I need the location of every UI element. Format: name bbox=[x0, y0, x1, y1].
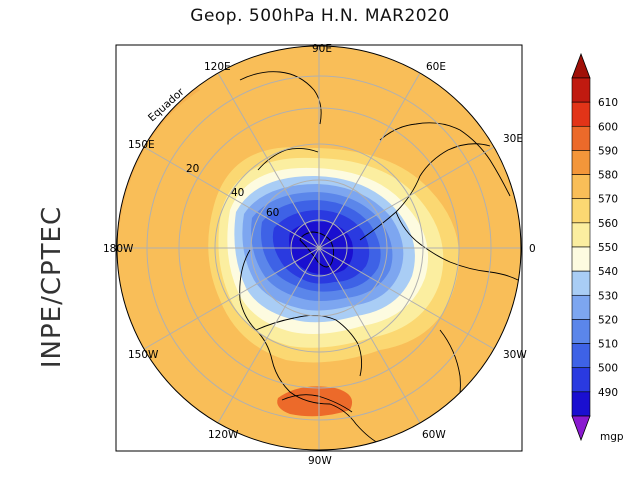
equator-circle bbox=[116, 45, 522, 451]
lon-label-150w: 150W bbox=[128, 349, 159, 361]
colorbar-swatch bbox=[571, 77, 591, 103]
colorbar-swatch bbox=[571, 101, 591, 127]
colorbar-swatch bbox=[571, 294, 591, 320]
colorbar: 490500510520530540550560570580590600610 … bbox=[571, 52, 624, 443]
colorbar-over-arrow bbox=[571, 52, 591, 79]
lon-label-90w: 90W bbox=[308, 455, 332, 467]
colorbar-swatch bbox=[571, 319, 591, 344]
lon-label-150e: 150E bbox=[128, 139, 155, 151]
colorbar-swatch bbox=[571, 125, 591, 151]
colorbar-swatch bbox=[571, 367, 591, 393]
lat-label-40: 40 bbox=[231, 187, 244, 199]
map-title: Geop. 500hPa H.N. MAR2020 bbox=[190, 6, 450, 26]
colorbar-swatch bbox=[571, 198, 591, 224]
colorbar-tick-label: 570 bbox=[598, 194, 618, 206]
lon-label-0: 0 bbox=[529, 243, 536, 255]
colorbar-under-arrow bbox=[571, 415, 591, 442]
colorbar-swatch bbox=[571, 246, 591, 272]
colorbar-tick-label: 500 bbox=[598, 363, 618, 375]
colorbar-tick-label: 520 bbox=[598, 314, 618, 326]
latitude-labels: 20 40 60 bbox=[186, 163, 279, 219]
lon-label-90e: 90E bbox=[312, 43, 332, 55]
lon-label-120e: 120E bbox=[204, 61, 231, 73]
colorbar-swatch bbox=[571, 270, 591, 296]
longitude-labels: 90E 60E 30E 0 30W 60W 90W 120W 150W 180W… bbox=[103, 43, 536, 467]
lon-label-180w: 180W bbox=[103, 243, 134, 255]
lat-label-60: 60 bbox=[266, 207, 279, 219]
colorbar-swatch bbox=[571, 174, 591, 200]
lon-label-60w: 60W bbox=[422, 429, 446, 441]
lon-label-30e: 30E bbox=[503, 133, 523, 145]
colorbar-tick-label: 580 bbox=[598, 170, 618, 182]
colorbar-swatch bbox=[571, 343, 591, 369]
colorbar-tick-label: 510 bbox=[598, 339, 618, 351]
colorbar-tick-label: 530 bbox=[598, 290, 618, 302]
colorbar-tick-label: 490 bbox=[598, 387, 618, 399]
colorbar-swatch bbox=[571, 391, 591, 417]
colorbar-tick-label: 550 bbox=[598, 242, 618, 254]
colorbar-unit: mgp bbox=[600, 431, 624, 443]
colorbar-tick-label: 590 bbox=[598, 145, 618, 157]
colorbar-swatch bbox=[571, 222, 591, 248]
graticule bbox=[117, 46, 521, 450]
lon-label-120w: 120W bbox=[208, 429, 239, 441]
colorbar-swatch bbox=[571, 150, 591, 175]
colorbar-tick-label: 610 bbox=[598, 97, 618, 109]
colorbar-tick-label: 540 bbox=[598, 266, 618, 278]
colorbar-tick-label: 560 bbox=[598, 218, 618, 230]
colorbar-tick-label: 600 bbox=[598, 121, 618, 133]
lon-label-60e: 60E bbox=[426, 61, 446, 73]
lon-label-30w: 30W bbox=[503, 349, 527, 361]
lat-label-20: 20 bbox=[186, 163, 199, 175]
